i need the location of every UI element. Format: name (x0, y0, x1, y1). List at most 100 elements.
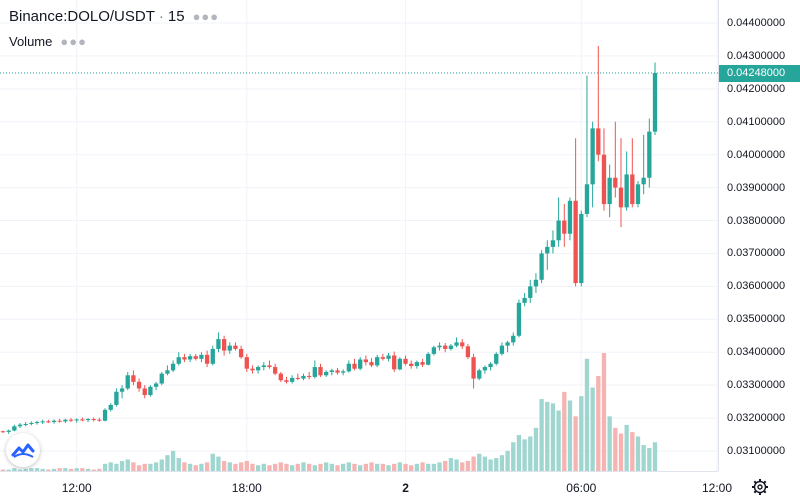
volume-bar (165, 455, 170, 471)
candle (573, 138, 578, 287)
volume-bar (596, 376, 601, 471)
candles (0, 46, 658, 434)
price-tick: 0.04100000 (727, 115, 786, 128)
volume-bar (244, 460, 249, 471)
candle (499, 342, 505, 356)
volume-bar (375, 463, 380, 471)
volume-bar (91, 469, 96, 471)
volume-bar (40, 468, 45, 471)
volume-bar (278, 462, 283, 471)
volume-bar (125, 459, 130, 471)
volume-bar (579, 396, 584, 471)
candle (511, 332, 516, 346)
candle (12, 424, 17, 432)
volume-bar (284, 463, 289, 471)
candle (624, 151, 629, 211)
volume-bar (187, 463, 193, 471)
volume-bar (29, 468, 34, 471)
symbol-legend[interactable]: Binance:DOLO/USDT · 15 ●●● (9, 8, 219, 25)
volume-bar (431, 463, 437, 471)
candle (244, 353, 249, 372)
volume-bar (414, 463, 420, 471)
candle (386, 352, 391, 362)
volume-bar (635, 436, 641, 471)
time-axis[interactable]: 12:00 18:00 2 06:00 12:00 (0, 471, 732, 501)
candle (556, 197, 561, 247)
volume-legend[interactable]: Volume ●●● (9, 34, 87, 49)
price-axis[interactable]: 0.04400000 0.04300000 0.04200000 0.04100000… (718, 0, 800, 471)
candle (182, 353, 187, 363)
candle (369, 358, 374, 368)
price-tick: 0.04300000 (727, 49, 786, 62)
volume-bar (624, 424, 629, 471)
volume-bar (499, 455, 505, 471)
candle (51, 419, 57, 424)
volume-bar (630, 432, 635, 471)
candle (584, 75, 590, 218)
candle (46, 419, 51, 424)
candle (40, 419, 45, 425)
candle (153, 381, 159, 391)
volume-bar (51, 468, 57, 471)
price-tick: 0.03700000 (727, 247, 786, 260)
volume-bar (182, 462, 187, 471)
volume-bar (618, 433, 624, 471)
volume-bar (57, 468, 62, 471)
candle (460, 339, 465, 349)
more-horizontal-icon[interactable]: ●●● (60, 34, 87, 49)
volume-bar (386, 465, 391, 471)
volume-bar (193, 465, 198, 471)
volume-bar (261, 463, 266, 471)
candle (165, 365, 170, 376)
symbol-name: Binance:DOLO/USDT (9, 8, 155, 25)
candle (420, 358, 425, 368)
candle (176, 352, 181, 366)
candlestick-chart[interactable] (0, 0, 718, 471)
volume-bar (148, 463, 153, 471)
candle (284, 376, 289, 384)
candle (74, 418, 79, 423)
candle (267, 360, 272, 369)
candle (482, 365, 488, 374)
chart-pane[interactable]: Binance:DOLO/USDT · 15 ●●● Volume ●●● (0, 0, 718, 471)
gear-icon[interactable] (751, 478, 769, 496)
volume-bar (324, 462, 329, 471)
candle (187, 353, 193, 363)
candle (125, 371, 130, 391)
time-tick: 12:00 (701, 481, 733, 495)
candle (97, 417, 102, 422)
candle (465, 344, 471, 359)
candle (647, 118, 652, 188)
time-tick: 18:00 (231, 481, 262, 495)
candle (221, 335, 227, 356)
volume-bar (477, 453, 482, 471)
candle (85, 418, 91, 423)
candle (261, 362, 266, 371)
volume-bar (136, 465, 142, 471)
candle (380, 353, 386, 361)
volume-bar (369, 462, 374, 471)
volume-bar (63, 468, 68, 471)
more-horizontal-icon[interactable]: ●●● (192, 9, 220, 24)
candle (278, 371, 283, 382)
volume-bar (23, 468, 28, 471)
time-tick: 06:00 (566, 481, 597, 495)
candle (522, 292, 527, 307)
volume-bar (613, 427, 618, 471)
candle (601, 128, 607, 211)
volume-bar (397, 462, 403, 471)
candle (477, 368, 482, 381)
candle (454, 337, 459, 348)
candle (539, 250, 544, 284)
volume-bar (80, 468, 85, 471)
candle (414, 360, 420, 369)
candle (272, 363, 278, 376)
volume-bar (267, 465, 272, 471)
price-tick: 0.03100000 (727, 445, 786, 457)
grid-lines (0, 0, 718, 471)
volume-bar (227, 462, 232, 471)
candle (148, 385, 153, 397)
tradingview-logo-icon[interactable] (6, 433, 40, 467)
volume-bar (142, 463, 147, 471)
volume-bar (289, 465, 295, 471)
